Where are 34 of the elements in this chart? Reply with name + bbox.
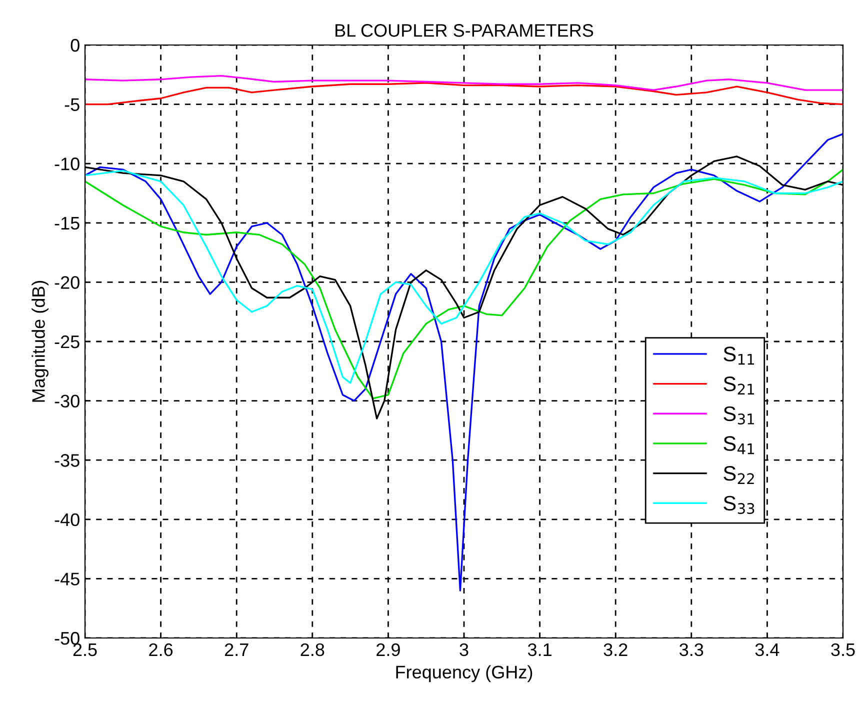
line-series [85,75,843,91]
x-tick-label: 3.2 [604,643,628,656]
legend-label: S$_{41}$ [724,436,754,454]
y-tick-label: -40 [54,513,80,526]
y-tick-label: -15 [54,217,80,230]
x-tick-label: 3 [460,643,468,656]
y-tick-label: -20 [54,276,80,289]
y-tick-label: -35 [54,454,80,467]
x-tick-label: 2.9 [376,643,400,656]
x-tick-label: 2.7 [224,643,248,656]
line-series [85,82,843,106]
x-tick-label: 3.3 [680,643,704,656]
x-axis-title: Frequency (GHz) [396,665,532,682]
x-tick-label: 2.8 [300,643,324,656]
x-tick-label: 2.5 [73,643,97,656]
chart-title: BL COUPLER S-PARAMETERS [336,24,594,37]
legend-label: S$_{33}$ [724,496,754,514]
legend-label: S$_{21}$ [724,376,754,394]
x-tick-label: 2.6 [149,643,173,656]
x-tick-label: 3.5 [831,643,855,656]
y-tick-label: 0 [70,38,80,52]
y-axis-title: Magnitude (dB) [32,280,48,402]
y-tick-label: -50 [54,632,80,645]
y-tick-label: -30 [54,394,80,408]
x-tick-label: 3.1 [528,643,552,656]
y-tick-label: -5 [64,98,80,112]
line-series [85,133,843,592]
y-tick-label: -25 [54,335,80,348]
legend-label: S$_{22}$ [724,466,754,484]
x-tick-label: 3.4 [755,643,780,656]
legend-label: S$_{31}$ [724,406,754,425]
y-tick-label: -10 [54,158,80,170]
y-tick-label: -45 [54,572,80,586]
legend-label: S$_{11}$ [724,346,754,365]
